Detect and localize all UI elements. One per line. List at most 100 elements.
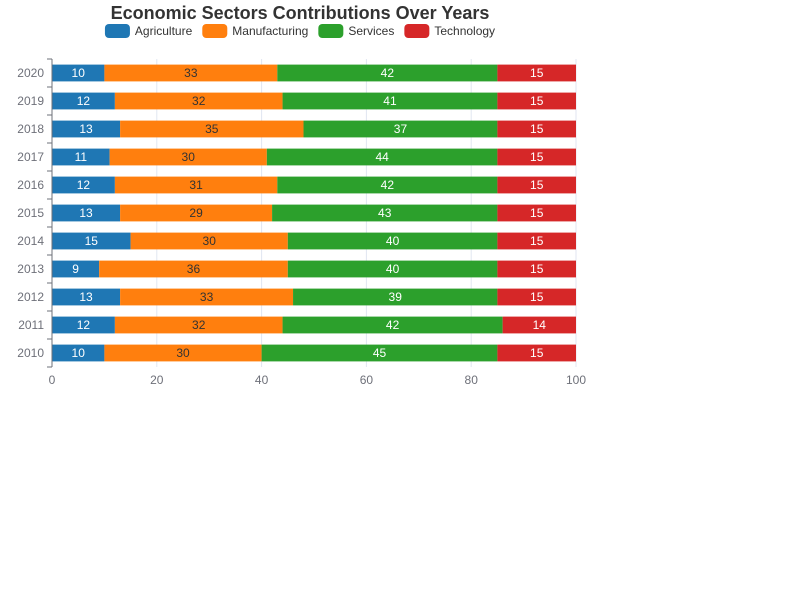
data-label: 15 <box>530 262 544 276</box>
bar-segment-manufacturing[interactable] <box>99 260 288 278</box>
data-label: 13 <box>79 206 93 220</box>
legend-label: Agriculture <box>135 24 193 38</box>
bar-segment-agriculture[interactable] <box>52 316 115 334</box>
bar-segment-technology[interactable] <box>497 92 576 110</box>
bar-segment-services[interactable] <box>293 288 498 306</box>
data-label: 42 <box>381 66 395 80</box>
data-label: 10 <box>72 346 86 360</box>
bar-segment-services[interactable] <box>277 176 498 194</box>
data-label: 40 <box>386 262 400 276</box>
data-label: 15 <box>85 234 99 248</box>
data-label: 29 <box>189 206 203 220</box>
bar-segment-manufacturing[interactable] <box>120 204 273 222</box>
x-tick-label: 80 <box>465 373 479 387</box>
data-label: 45 <box>373 346 387 360</box>
data-label: 13 <box>79 290 93 304</box>
bar-segment-manufacturing[interactable] <box>114 92 283 110</box>
data-label: 42 <box>381 178 395 192</box>
bar-segment-agriculture[interactable] <box>52 288 121 306</box>
data-label: 42 <box>386 318 400 332</box>
data-label: 30 <box>176 346 190 360</box>
data-label: 36 <box>187 262 201 276</box>
bar-segment-manufacturing[interactable] <box>120 120 304 138</box>
data-label: 30 <box>203 234 217 248</box>
bar-segment-technology[interactable] <box>502 316 576 334</box>
bar-segment-manufacturing[interactable] <box>104 344 262 362</box>
chart-title: Economic Sectors Contributions Over Year… <box>111 3 490 23</box>
bar-segment-technology[interactable] <box>497 344 576 362</box>
data-label: 37 <box>394 122 408 136</box>
data-label: 15 <box>530 178 544 192</box>
bar-segment-technology[interactable] <box>497 288 576 306</box>
legend-swatch <box>404 24 430 38</box>
bar-segment-services[interactable] <box>282 92 498 110</box>
legend-label: Services <box>348 24 394 38</box>
bar-segment-technology[interactable] <box>497 260 576 278</box>
data-label: 32 <box>192 94 206 108</box>
bar-segment-services[interactable] <box>272 204 498 222</box>
data-label: 10 <box>72 66 86 80</box>
legend-swatch <box>318 24 344 38</box>
y-tick-label: 2016 <box>17 178 44 192</box>
bar-segment-manufacturing[interactable] <box>130 232 288 250</box>
data-label: 12 <box>77 94 91 108</box>
data-label: 14 <box>533 318 547 332</box>
legend-item-technology[interactable]: Technology <box>404 24 495 38</box>
data-label: 30 <box>182 150 196 164</box>
data-label: 15 <box>530 206 544 220</box>
data-label: 33 <box>200 290 214 304</box>
y-tick-label: 2015 <box>17 206 44 220</box>
data-label: 13 <box>79 122 93 136</box>
bar-segment-services[interactable] <box>261 344 498 362</box>
bar-segment-agriculture[interactable] <box>52 176 115 194</box>
legend[interactable]: Agriculture Manufacturing Services Technolo… <box>104 24 495 38</box>
bar-segment-technology[interactable] <box>497 148 576 166</box>
bar-segment-manufacturing[interactable] <box>114 176 278 194</box>
data-label: 9 <box>72 262 79 276</box>
bar-segment-technology[interactable] <box>497 176 576 194</box>
bar-segment-technology[interactable] <box>497 204 576 222</box>
bar-segment-technology[interactable] <box>497 232 576 250</box>
bar-segment-agriculture[interactable] <box>52 260 100 278</box>
bar-segment-agriculture[interactable] <box>52 64 105 82</box>
bar-segment-agriculture[interactable] <box>52 120 121 138</box>
x-tick-label: 40 <box>255 373 269 387</box>
bar-segment-manufacturing[interactable] <box>109 148 267 166</box>
data-label: 33 <box>184 66 198 80</box>
bar-segment-agriculture[interactable] <box>52 148 110 166</box>
legend-swatch <box>202 24 228 38</box>
bar-segment-manufacturing[interactable] <box>120 288 294 306</box>
y-tick-label: 2010 <box>17 346 44 360</box>
bar-segment-agriculture[interactable] <box>52 344 105 362</box>
legend-item-agriculture[interactable]: Agriculture <box>104 24 193 38</box>
data-label: 41 <box>383 94 397 108</box>
bar-segment-agriculture[interactable] <box>52 92 115 110</box>
bar-segment-manufacturing[interactable] <box>104 64 278 82</box>
data-label: 15 <box>530 66 544 80</box>
bar-segment-technology[interactable] <box>497 64 576 82</box>
bar-segment-manufacturing[interactable] <box>114 316 283 334</box>
x-tick-label: 100 <box>566 373 586 387</box>
data-label: 44 <box>375 150 389 164</box>
data-label: 12 <box>77 178 91 192</box>
bar-segment-services[interactable] <box>303 120 498 138</box>
data-label: 31 <box>189 178 203 192</box>
bar-segment-services[interactable] <box>266 148 498 166</box>
bar-segment-services[interactable] <box>282 316 503 334</box>
bar-segment-agriculture[interactable] <box>52 204 121 222</box>
data-label: 15 <box>530 234 544 248</box>
bar-segment-services[interactable] <box>287 232 498 250</box>
bar-segment-technology[interactable] <box>497 120 576 138</box>
legend-label: Technology <box>434 24 495 38</box>
y-tick-label: 2014 <box>17 234 44 248</box>
y-tick-label: 2017 <box>17 150 44 164</box>
legend-item-services[interactable]: Services <box>318 24 394 38</box>
bar-segment-agriculture[interactable] <box>52 232 131 250</box>
bar-segment-services[interactable] <box>277 64 498 82</box>
data-label: 40 <box>386 234 400 248</box>
bar-segment-services[interactable] <box>287 260 498 278</box>
legend-item-manufacturing[interactable]: Manufacturing <box>202 24 308 38</box>
legend-swatch <box>104 24 130 38</box>
data-label: 32 <box>192 318 206 332</box>
